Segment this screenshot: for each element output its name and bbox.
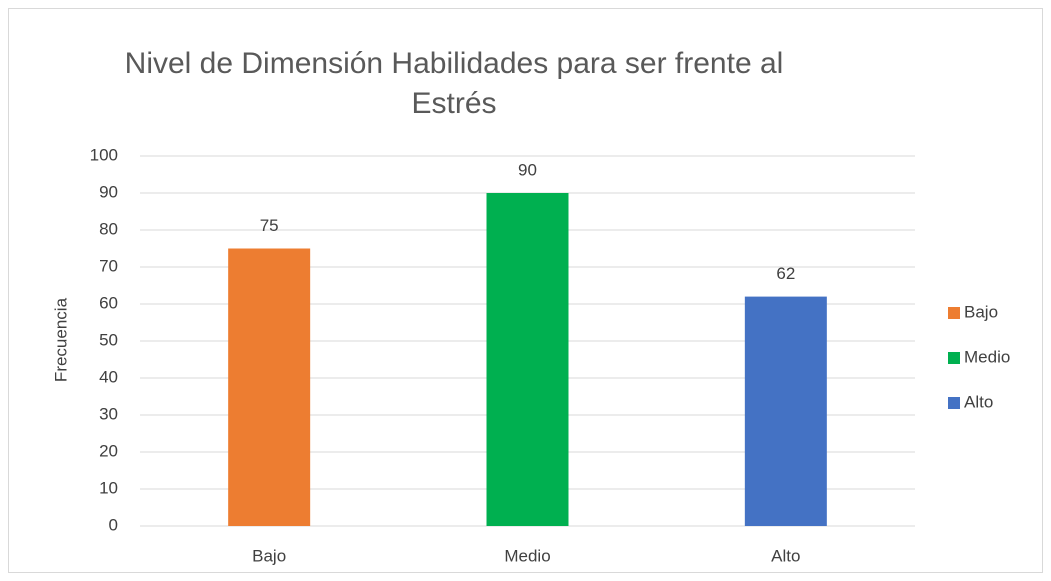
legend-label: Bajo bbox=[964, 302, 998, 321]
y-tick-label: 50 bbox=[99, 330, 118, 349]
data-label: 62 bbox=[776, 264, 795, 283]
y-tick-label: 100 bbox=[90, 145, 118, 164]
chart-title: Nivel de Dimensión Habilidades para ser … bbox=[124, 47, 784, 120]
legend-label: Alto bbox=[964, 392, 993, 411]
bar bbox=[486, 193, 569, 526]
y-tick-label: 30 bbox=[99, 404, 118, 423]
y-tick-label: 80 bbox=[99, 219, 118, 238]
legend-swatch bbox=[948, 307, 960, 319]
y-tick-label: 10 bbox=[99, 478, 118, 497]
y-axis-label: Frecuencia bbox=[51, 297, 70, 382]
y-tick-label: 60 bbox=[99, 293, 118, 312]
y-tick-label: 70 bbox=[99, 256, 118, 275]
y-tick-label: 40 bbox=[99, 367, 118, 386]
x-tick-label: Medio bbox=[504, 546, 550, 565]
bar bbox=[228, 248, 311, 526]
x-tick-label: Alto bbox=[771, 546, 800, 565]
y-tick-label: 90 bbox=[99, 182, 118, 201]
x-tick-label: Bajo bbox=[252, 546, 286, 565]
y-tick-label: 0 bbox=[109, 515, 118, 534]
data-label: 90 bbox=[518, 160, 537, 179]
legend-swatch bbox=[948, 352, 960, 364]
legend-label: Medio bbox=[964, 347, 1010, 366]
y-tick-label: 20 bbox=[99, 441, 118, 460]
data-label: 75 bbox=[260, 216, 279, 235]
legend-swatch bbox=[948, 397, 960, 409]
bar bbox=[744, 296, 827, 526]
